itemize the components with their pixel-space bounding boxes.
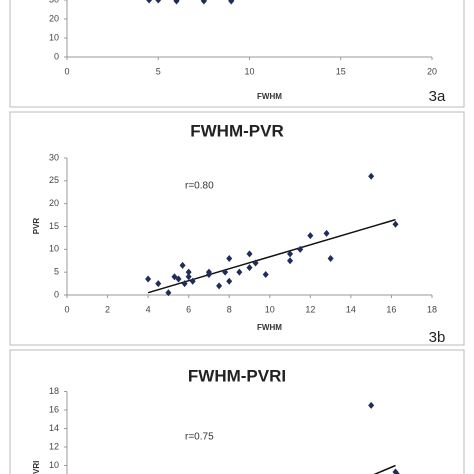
x-tick-label: 18 (427, 304, 437, 314)
point (179, 261, 186, 269)
point (368, 172, 375, 180)
trendline (147, 218, 396, 294)
point (181, 280, 188, 288)
x-tick-label: 5 (156, 66, 161, 76)
point (287, 250, 294, 258)
annotation: r=0.80 (185, 181, 214, 192)
point (226, 277, 233, 285)
y-tick-label: 25 (49, 175, 59, 185)
y-tick-label: 10 (49, 460, 59, 470)
x-tick-label: 4 (146, 304, 151, 314)
trendline (373, 464, 396, 474)
point (185, 268, 192, 276)
x-tick-label: 8 (227, 304, 232, 314)
panel-label: 3a (429, 88, 446, 105)
panel-frame (9, 0, 465, 108)
y-axis-title: PVR (32, 218, 41, 235)
chart-title: FWHM-PVRI (188, 366, 286, 385)
point (226, 254, 233, 262)
point (185, 273, 192, 281)
y-tick-label: 20 (49, 198, 59, 208)
x-tick-label: 6 (186, 304, 191, 314)
point (327, 254, 334, 262)
point (216, 282, 223, 290)
y-tick-label: 15 (49, 221, 59, 231)
point (252, 259, 259, 267)
y-tick-label: 5 (54, 267, 59, 277)
point (146, 0, 153, 4)
point (175, 275, 182, 283)
panel-frame (9, 349, 465, 474)
point (205, 270, 212, 278)
point (155, 0, 162, 4)
y-axis-title: PVRI (32, 461, 41, 474)
y-tick-label: 30 (49, 152, 59, 162)
annotation: r=0.75 (185, 432, 214, 443)
chart-title: FWHM-PVR (190, 121, 283, 140)
point (246, 250, 253, 258)
point (246, 264, 253, 272)
y-tick-label: 12 (49, 441, 59, 451)
point (189, 277, 196, 285)
x-tick-label: 16 (386, 304, 396, 314)
point (307, 232, 314, 240)
y-tick-label: 30 (49, 0, 59, 4)
point (323, 229, 330, 237)
point (155, 280, 162, 288)
y-tick-label: 10 (49, 32, 59, 42)
point (262, 270, 269, 278)
x-tick-label: 10 (265, 304, 275, 314)
y-tick-label: 0 (54, 51, 59, 61)
point (145, 275, 152, 283)
x-tick-label: 0 (64, 304, 69, 314)
x-tick-label: 0 (64, 66, 69, 76)
x-axis-title: FWHM (257, 92, 282, 101)
point (200, 0, 207, 4)
x-tick-label: 14 (346, 304, 356, 314)
y-tick-label: 0 (54, 289, 59, 299)
point (368, 401, 375, 409)
point (236, 268, 243, 276)
y-tick-label: 14 (49, 423, 59, 433)
point (297, 245, 304, 253)
y-tick-label: 16 (49, 404, 59, 414)
x-tick-label: 20 (427, 66, 437, 76)
x-axis-title: FWHM (257, 323, 282, 332)
point (287, 257, 294, 265)
point (228, 0, 235, 5)
x-tick-label: 15 (336, 66, 346, 76)
point (171, 273, 178, 281)
x-tick-label: 2 (105, 304, 110, 314)
point (165, 289, 172, 297)
x-tick-label: 10 (244, 66, 254, 76)
panel-frame (9, 111, 465, 346)
y-tick-label: 10 (49, 244, 59, 254)
x-tick-label: 12 (305, 304, 315, 314)
y-tick-label: 20 (49, 13, 59, 23)
panel-label: 3b (429, 329, 446, 346)
point (395, 471, 400, 474)
point (392, 220, 399, 228)
y-tick-label: 18 (49, 386, 59, 396)
point (222, 268, 229, 276)
point (173, 0, 180, 4)
